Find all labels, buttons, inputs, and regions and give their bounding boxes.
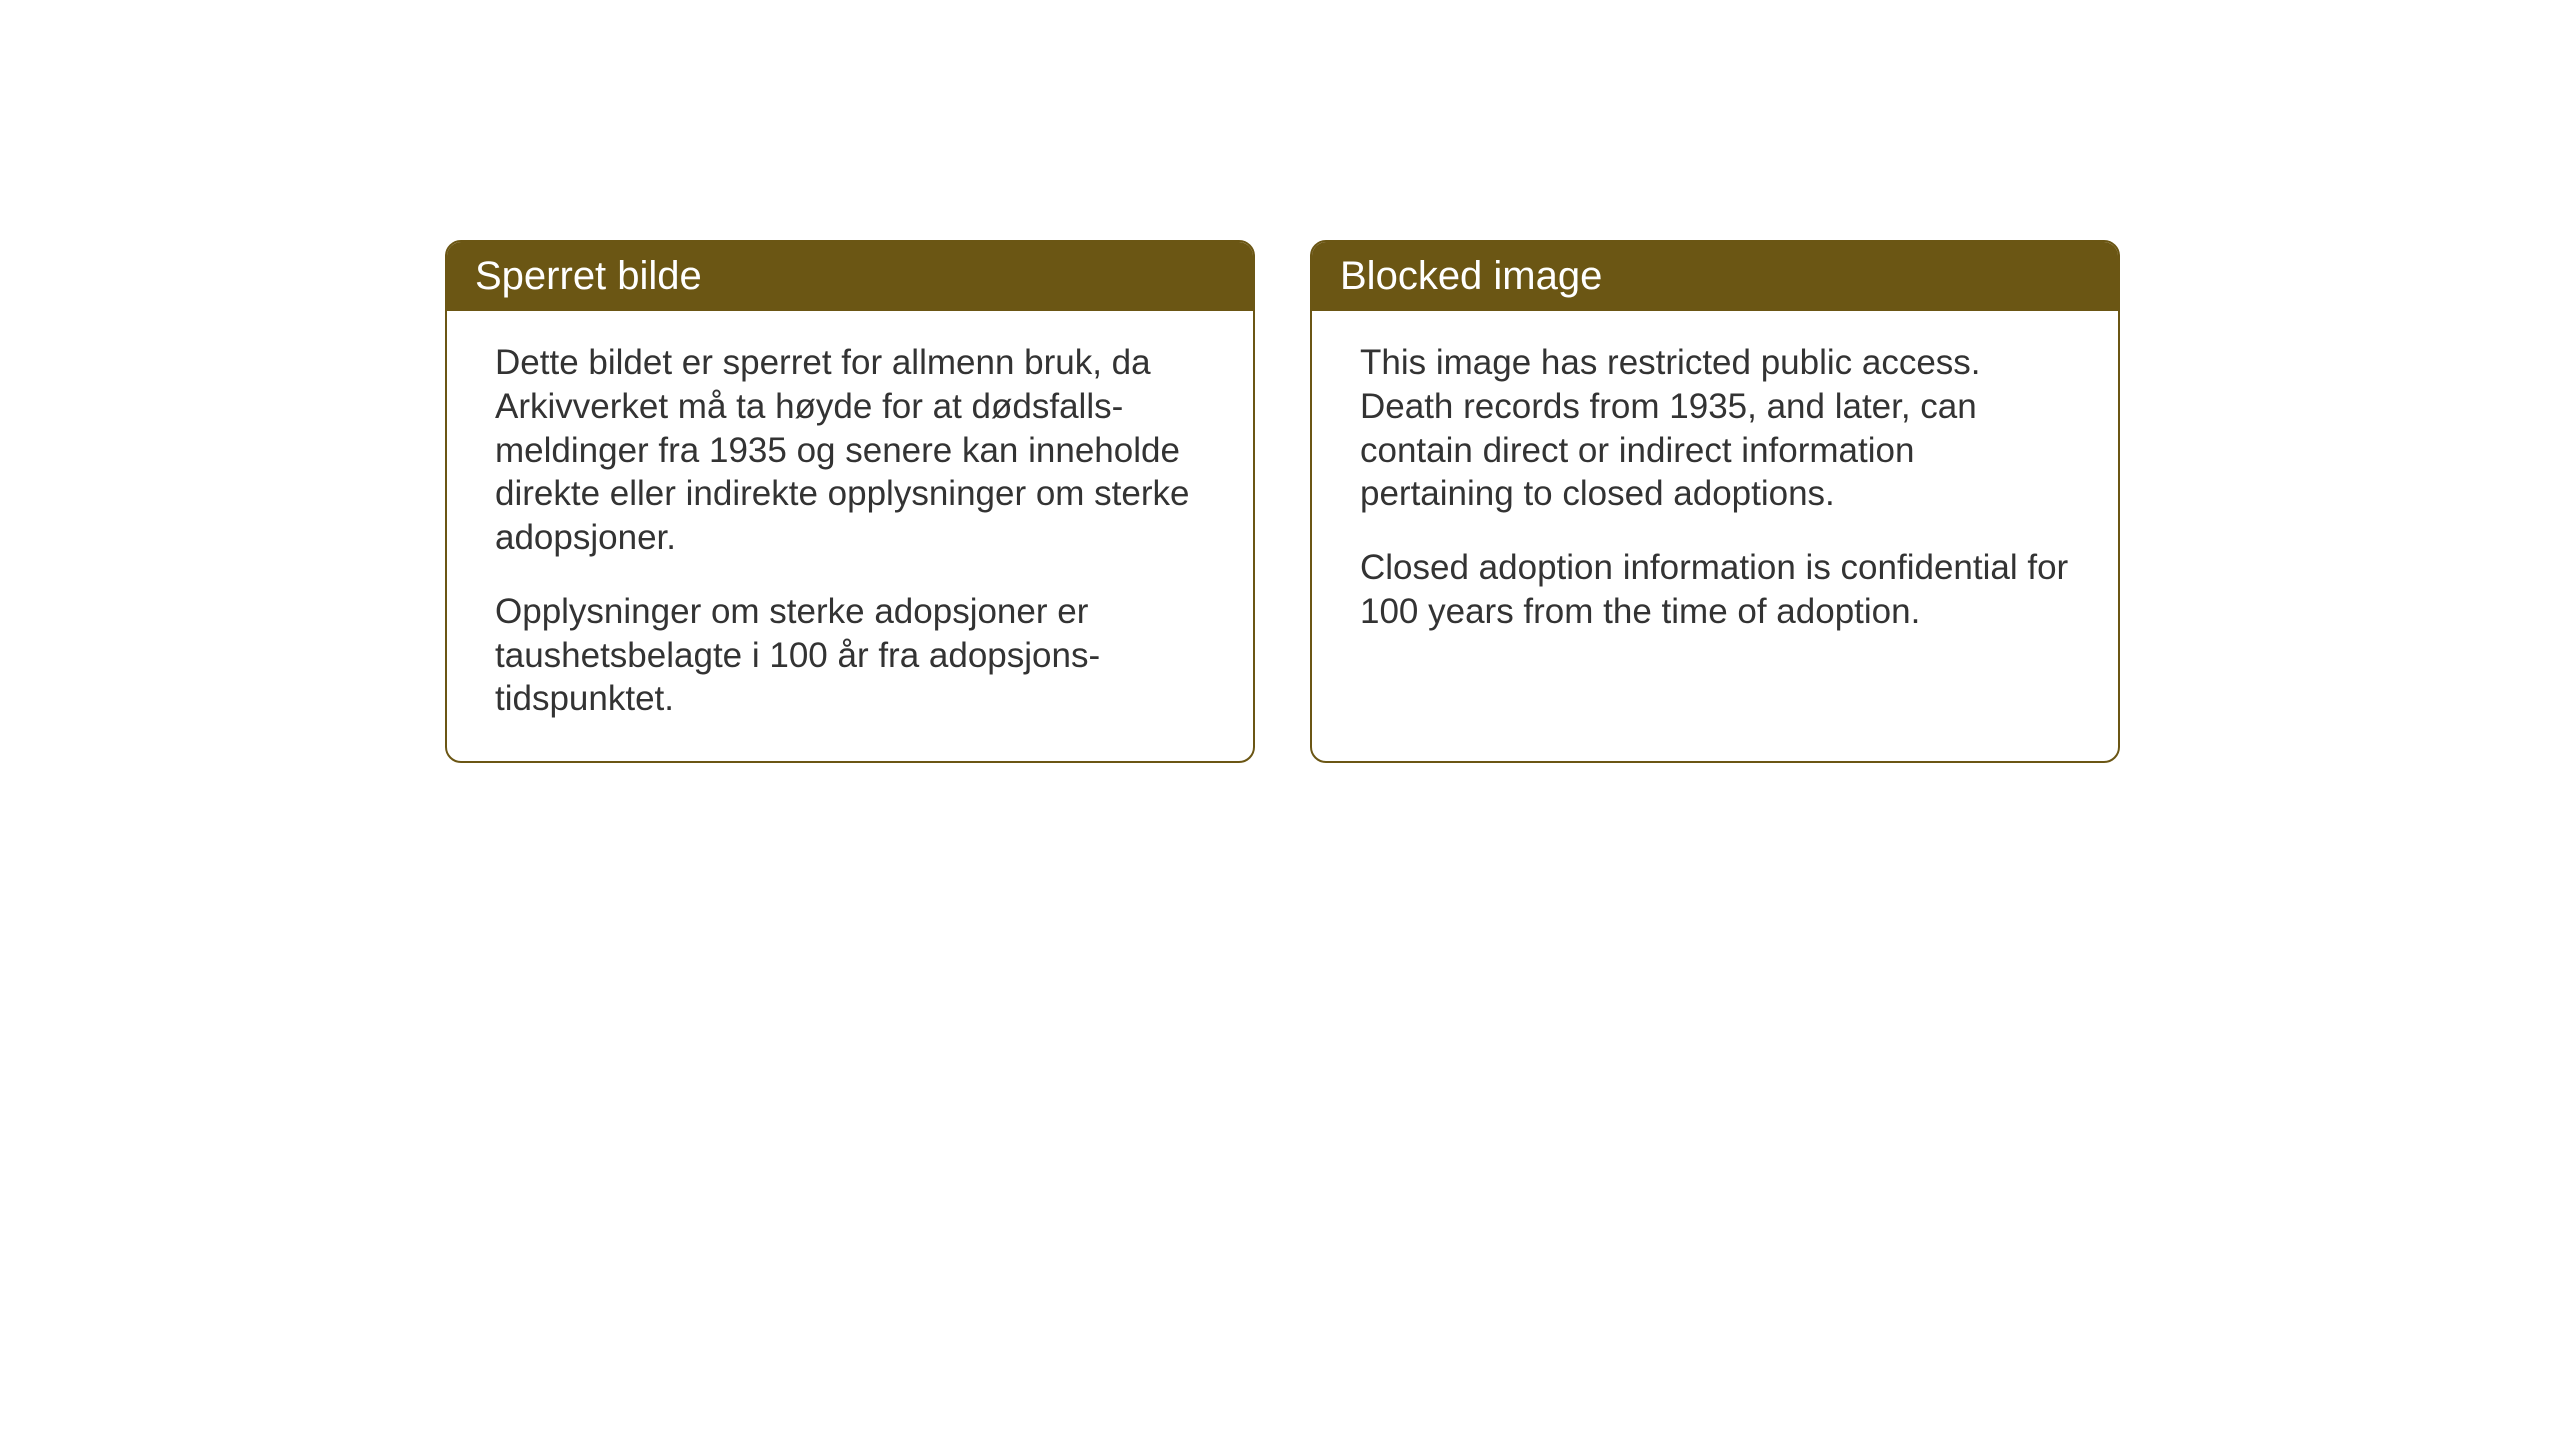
- notice-header-norwegian: Sperret bilde: [447, 242, 1253, 311]
- notice-box-english: Blocked image This image has restricted …: [1310, 240, 2120, 763]
- notice-title-norwegian: Sperret bilde: [475, 254, 702, 298]
- notice-box-norwegian: Sperret bilde Dette bildet er sperret fo…: [445, 240, 1255, 763]
- notice-paragraph: Dette bildet er sperret for allmenn bruk…: [495, 341, 1205, 560]
- notice-paragraph: Closed adoption information is confident…: [1360, 546, 2070, 634]
- notice-paragraph: This image has restricted public access.…: [1360, 341, 2070, 516]
- notice-paragraph: Opplysninger om sterke adopsjoner er tau…: [495, 590, 1205, 721]
- notice-body-english: This image has restricted public access.…: [1312, 311, 2118, 674]
- notice-title-english: Blocked image: [1340, 254, 1602, 298]
- notice-header-english: Blocked image: [1312, 242, 2118, 311]
- notice-body-norwegian: Dette bildet er sperret for allmenn bruk…: [447, 311, 1253, 761]
- notices-container: Sperret bilde Dette bildet er sperret fo…: [445, 240, 2120, 763]
